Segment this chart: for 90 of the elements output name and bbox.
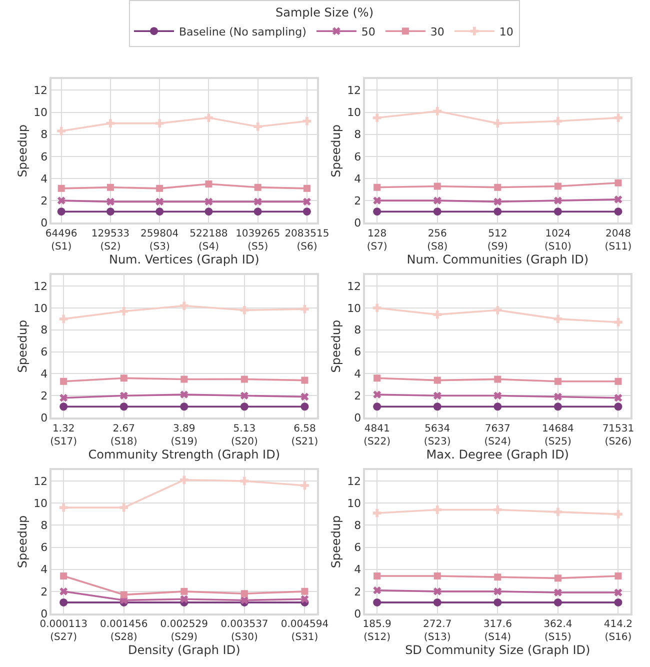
x-tick-label: 129533 (S2)	[91, 228, 130, 252]
x-tick-label: 2083515 (S6)	[284, 228, 330, 252]
y-tick-label: 8	[354, 128, 362, 142]
y-tick-label: 4	[354, 563, 362, 576]
y-tick-label: 8	[40, 128, 48, 142]
y-axis-title: Speedup	[15, 124, 30, 178]
x-tick-label: 272.7 (S13)	[423, 619, 452, 644]
x-tick-label: 1.32 (S17)	[50, 423, 78, 448]
y-tick-label: 8	[40, 519, 48, 532]
x-tick-label: 0.001456 (S28)	[100, 619, 148, 644]
x-tick-label: 5634 (S23)	[424, 423, 451, 448]
x-tick-label: 6.58 (S21)	[291, 423, 318, 448]
y-tick-label: 0	[354, 411, 362, 424]
y-tick-label: 6	[40, 346, 48, 359]
y-tick-label: 10	[34, 496, 48, 510]
x-tick-label: 259804 (S3)	[140, 228, 179, 252]
x-axis-title: Num. Vertices (Graph ID)	[108, 252, 260, 266]
y-tick-label: 4	[40, 563, 48, 576]
y-tick-label: 10	[34, 302, 48, 315]
x-tick-label: 0.000113 (S27)	[40, 619, 88, 644]
x-axis-title: Density (Graph ID)	[128, 643, 240, 658]
x-tick-label: 522188 (S4)	[190, 228, 228, 252]
y-tick-label: 2	[354, 390, 362, 402]
y-tick-label: 0	[354, 607, 362, 620]
y-axis-title: Speedup	[328, 320, 343, 373]
x-tick-label: 3.89 (S19)	[170, 423, 198, 448]
y-tick-label: 8	[354, 519, 362, 532]
x-tick-label: 71531 (S26)	[602, 423, 634, 448]
y-tick-label: 4	[354, 368, 362, 381]
x-tick-label: 4841 (S22)	[364, 423, 391, 448]
x-tick-label: 414.2 (S16)	[604, 619, 633, 644]
x-axis-title: SD Community Size (Graph ID)	[405, 643, 590, 658]
legend-title: Sample Size (%)	[275, 6, 374, 20]
y-tick-label: 4	[40, 368, 48, 381]
y-tick-label: 12	[347, 280, 362, 293]
y-tick-label: 12	[34, 280, 48, 293]
y-tick-label: 2	[354, 194, 362, 208]
x-tick-label: 0.004594 (S31)	[280, 619, 329, 644]
x-tick-label: 7637 (S24)	[484, 423, 512, 448]
y-tick-label: 12	[347, 474, 362, 488]
y-axis-title: Speedup	[15, 320, 30, 373]
x-tick-label: 64496 (S1)	[45, 228, 78, 252]
legend-label: Baseline (No sampling)	[179, 25, 306, 38]
x-tick-label: 0.002529 (S29)	[160, 619, 208, 644]
y-tick-label: 2	[354, 585, 362, 598]
y-tick-label: 10	[347, 106, 362, 120]
y-tick-label: 6	[40, 541, 48, 554]
legend-label: 50	[361, 25, 376, 38]
y-tick-label: 6	[354, 150, 362, 164]
y-tick-label: 4	[354, 172, 362, 186]
x-axis-title: Community Strength (Graph ID)	[88, 447, 280, 462]
x-tick-label: 362.4 (S15)	[544, 619, 572, 644]
y-tick-label: 0	[354, 216, 362, 230]
y-tick-label: 2	[40, 390, 48, 402]
y-tick-label: 6	[354, 346, 362, 359]
y-tick-label: 4	[40, 172, 48, 186]
x-tick-label: 2048 (S11)	[604, 228, 632, 252]
y-tick-label: 2	[40, 585, 48, 598]
y-tick-label: 0	[40, 411, 48, 424]
y-tick-label: 12	[347, 84, 362, 98]
x-axis-title: Max. Degree (Graph ID)	[426, 447, 569, 462]
y-axis-title: Speedup	[328, 124, 343, 178]
x-tick-label: 128 (S7)	[366, 228, 388, 252]
x-tick-label: 185.9 (S12)	[362, 619, 392, 644]
y-tick-label: 8	[354, 324, 362, 337]
y-axis-title: Speedup	[328, 515, 343, 568]
y-tick-label: 2	[40, 194, 48, 208]
x-axis-title: Num. Communities (Graph ID)	[406, 252, 589, 266]
x-tick-label: 1039265 (S5)	[236, 228, 280, 252]
y-tick-label: 6	[40, 150, 48, 164]
x-tick-label: 317.6 (S14)	[483, 619, 512, 644]
legend-label: 30	[430, 25, 444, 38]
x-tick-label: 0.003537 (S30)	[220, 619, 268, 644]
x-tick-label: 256 (S8)	[427, 228, 448, 252]
y-axis-title: Speedup	[15, 515, 30, 568]
y-tick-label: 12	[34, 474, 48, 488]
y-tick-label: 10	[34, 106, 48, 120]
x-tick-label: 14684 (S25)	[542, 423, 574, 448]
y-tick-label: 0	[40, 607, 48, 620]
x-tick-label: 1024 (S10)	[544, 228, 572, 252]
x-tick-label: 512 (S9)	[487, 228, 508, 252]
x-tick-label: 5.13 (S20)	[230, 423, 258, 448]
legend-label: 10	[499, 25, 514, 38]
y-tick-label: 6	[354, 541, 362, 554]
y-tick-label: 10	[347, 302, 362, 315]
y-tick-label: 0	[40, 216, 48, 230]
x-tick-label: 2.67 (S18)	[110, 423, 138, 448]
y-tick-label: 12	[34, 84, 48, 98]
y-tick-label: 8	[40, 324, 48, 337]
y-tick-label: 10	[347, 496, 362, 510]
